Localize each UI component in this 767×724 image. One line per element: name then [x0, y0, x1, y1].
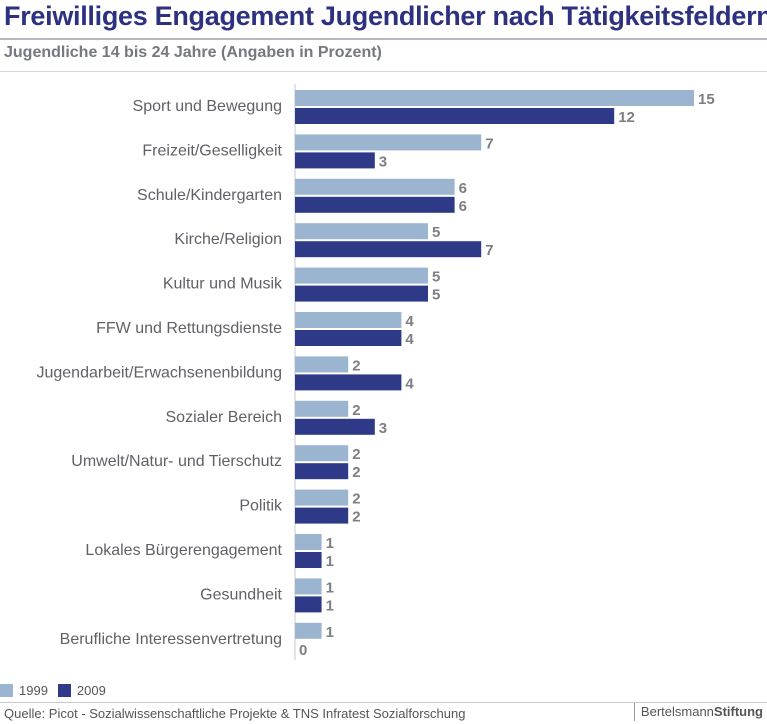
- bar-1999-umwelt-natur-und-tierschutz: [295, 445, 349, 462]
- bar-1999-gesundheit: [295, 578, 322, 595]
- category-label-schule-kindergarten: Schule/Kindergarten: [137, 187, 282, 204]
- value-label-2009-freizeit-geselligkeit: 3: [379, 153, 387, 170]
- source-note: Quelle: Picot - Sozialwissenschaftliche …: [4, 706, 466, 721]
- value-label-2009-sport-und-bewegung: 12: [618, 109, 635, 126]
- logo-text-part1: Bertelsmann: [640, 704, 714, 719]
- bar-2009-umwelt-natur-und-tierschutz: [295, 463, 349, 480]
- value-label-2009-sozialer-bereich: 3: [379, 420, 387, 437]
- value-label-1999-freizeit-geselligkeit: 7: [485, 135, 493, 152]
- logo-text-part2: Stiftung: [713, 704, 763, 719]
- bar-1999-kultur-und-musik: [295, 267, 428, 284]
- value-label-1999-jugendarbeit-erwachsenenbildung: 2: [352, 357, 360, 374]
- title-divider: [0, 38, 767, 40]
- bar-2009-kultur-und-musik: [295, 285, 428, 302]
- bar-1999-schule-kindergarten: [295, 178, 455, 195]
- value-label-2009-politik: 2: [352, 509, 360, 526]
- bar-1999-freizeit-geselligkeit: [295, 134, 482, 151]
- value-label-2009-gesundheit: 1: [326, 597, 334, 614]
- bar-2009-sport-und-bewegung: [295, 108, 615, 124]
- value-label-2009-jugendarbeit-erwachsenenbildung: 4: [405, 375, 414, 392]
- legend-label-1999: 1999: [19, 682, 48, 698]
- bar-1999-lokales-bürgerengagement: [295, 534, 322, 550]
- bar-2009-sozialer-bereich: [295, 418, 375, 435]
- value-label-2009-umwelt-natur-und-tierschutz: 2: [352, 464, 360, 481]
- bar-1999-ffw-und-rettungsdienste: [295, 312, 402, 328]
- legend-label-2009: 2009: [76, 682, 106, 698]
- legend: 1999 2009: [0, 681, 116, 699]
- bar-2009-lokales-bürgerengagement: [295, 552, 322, 568]
- value-label-1999-berufliche-interessenvertretung: 1: [326, 624, 334, 641]
- legend-swatch-2009: [57, 683, 71, 697]
- category-label-ffw-und-rettungsdienste: FFW und Rettungsdienste: [96, 320, 282, 337]
- value-label-1999-politik: 2: [352, 491, 360, 508]
- category-label-gesundheit: Gesundheit: [200, 586, 282, 603]
- bar-1999-sport-und-bewegung: [295, 90, 694, 106]
- value-label-1999-gesundheit: 1: [326, 579, 334, 596]
- value-label-2009-ffw-und-rettungsdienste: 4: [405, 331, 414, 348]
- value-label-1999-schule-kindergarten: 6: [459, 180, 467, 197]
- value-label-1999-sozialer-bereich: 2: [352, 402, 360, 419]
- bar-2009-jugendarbeit-erwachsenenbildung: [295, 374, 402, 391]
- category-label-sozialer-bereich: Sozialer Bereich: [166, 409, 283, 426]
- category-label-kirche-religion: Kirche/Religion: [174, 231, 282, 248]
- value-label-1999-kirche-religion: 5: [432, 224, 440, 241]
- bar-2009-freizeit-geselligkeit: [295, 152, 375, 169]
- value-label-2009-lokales-bürgerengagement: 1: [326, 553, 334, 570]
- bar-1999-jugendarbeit-erwachsenenbildung: [295, 356, 349, 373]
- subtitle-divider: [0, 71, 767, 72]
- category-label-sport-und-bewegung: Sport und Bewegung: [133, 98, 282, 115]
- chart-subtitle: Jugendliche 14 bis 24 Jahre (Angaben in …: [4, 44, 382, 61]
- value-label-2009-kirche-religion: 7: [485, 242, 493, 259]
- chart-title: Freiwilliges Engagement Jugendlicher nac…: [4, 1, 767, 31]
- value-label-2009-kultur-und-musik: 5: [432, 287, 440, 304]
- value-label-1999-umwelt-natur-und-tierschutz: 2: [352, 446, 360, 463]
- value-label-2009-berufliche-interessenvertretung: 0: [299, 642, 307, 659]
- legend-item-2009: 2009: [57, 682, 106, 698]
- value-label-1999-ffw-und-rettungsdienste: 4: [405, 313, 414, 330]
- category-label-jugendarbeit-erwachsenenbildung: Jugendarbeit/Erwachsenenbildung: [36, 364, 282, 381]
- bar-1999-kirche-religion: [295, 223, 428, 240]
- bar-1999-berufliche-interessenvertretung: [295, 622, 322, 639]
- category-label-berufliche-interessenvertretung: Berufliche Interessenvertretung: [60, 631, 282, 648]
- footer-divider: [0, 702, 767, 703]
- value-label-1999-sport-und-bewegung: 15: [698, 91, 715, 108]
- bar-2009-kirche-religion: [295, 241, 482, 258]
- legend-item-1999: 1999: [0, 683, 48, 698]
- value-label-1999-kultur-und-musik: 5: [432, 269, 440, 286]
- bar-2009-politik: [295, 507, 349, 524]
- value-label-1999-lokales-bürgerengagement: 1: [326, 535, 334, 552]
- bar-2009-ffw-und-rettungsdienste: [295, 330, 402, 346]
- category-label-freizeit-geselligkeit: Freizeit/Geselligkeit: [142, 142, 282, 159]
- bar-1999-sozialer-bereich: [295, 400, 349, 417]
- bar-2009-gesundheit: [295, 596, 322, 613]
- value-label-2009-schule-kindergarten: 6: [459, 198, 467, 215]
- category-label-kultur-und-musik: Kultur und Musik: [163, 276, 283, 293]
- category-label-umwelt-natur-und-tierschutz: Umwelt/Natur- und Tierschutz: [71, 453, 282, 470]
- legend-swatch-1999: [0, 683, 13, 697]
- bar-2009-schule-kindergarten: [295, 196, 455, 213]
- bar-chart: Sport und Bewegung 1512Freizeit/Geselligk…: [36, 84, 715, 660]
- bertelsmann-stiftung-logo: BertelsmannStiftung: [633, 703, 763, 721]
- category-label-lokales-bürgerengagement: Lokales Bürgerengagement: [85, 542, 282, 559]
- category-label-politik: Politik: [239, 498, 283, 515]
- bar-1999-politik: [295, 489, 349, 506]
